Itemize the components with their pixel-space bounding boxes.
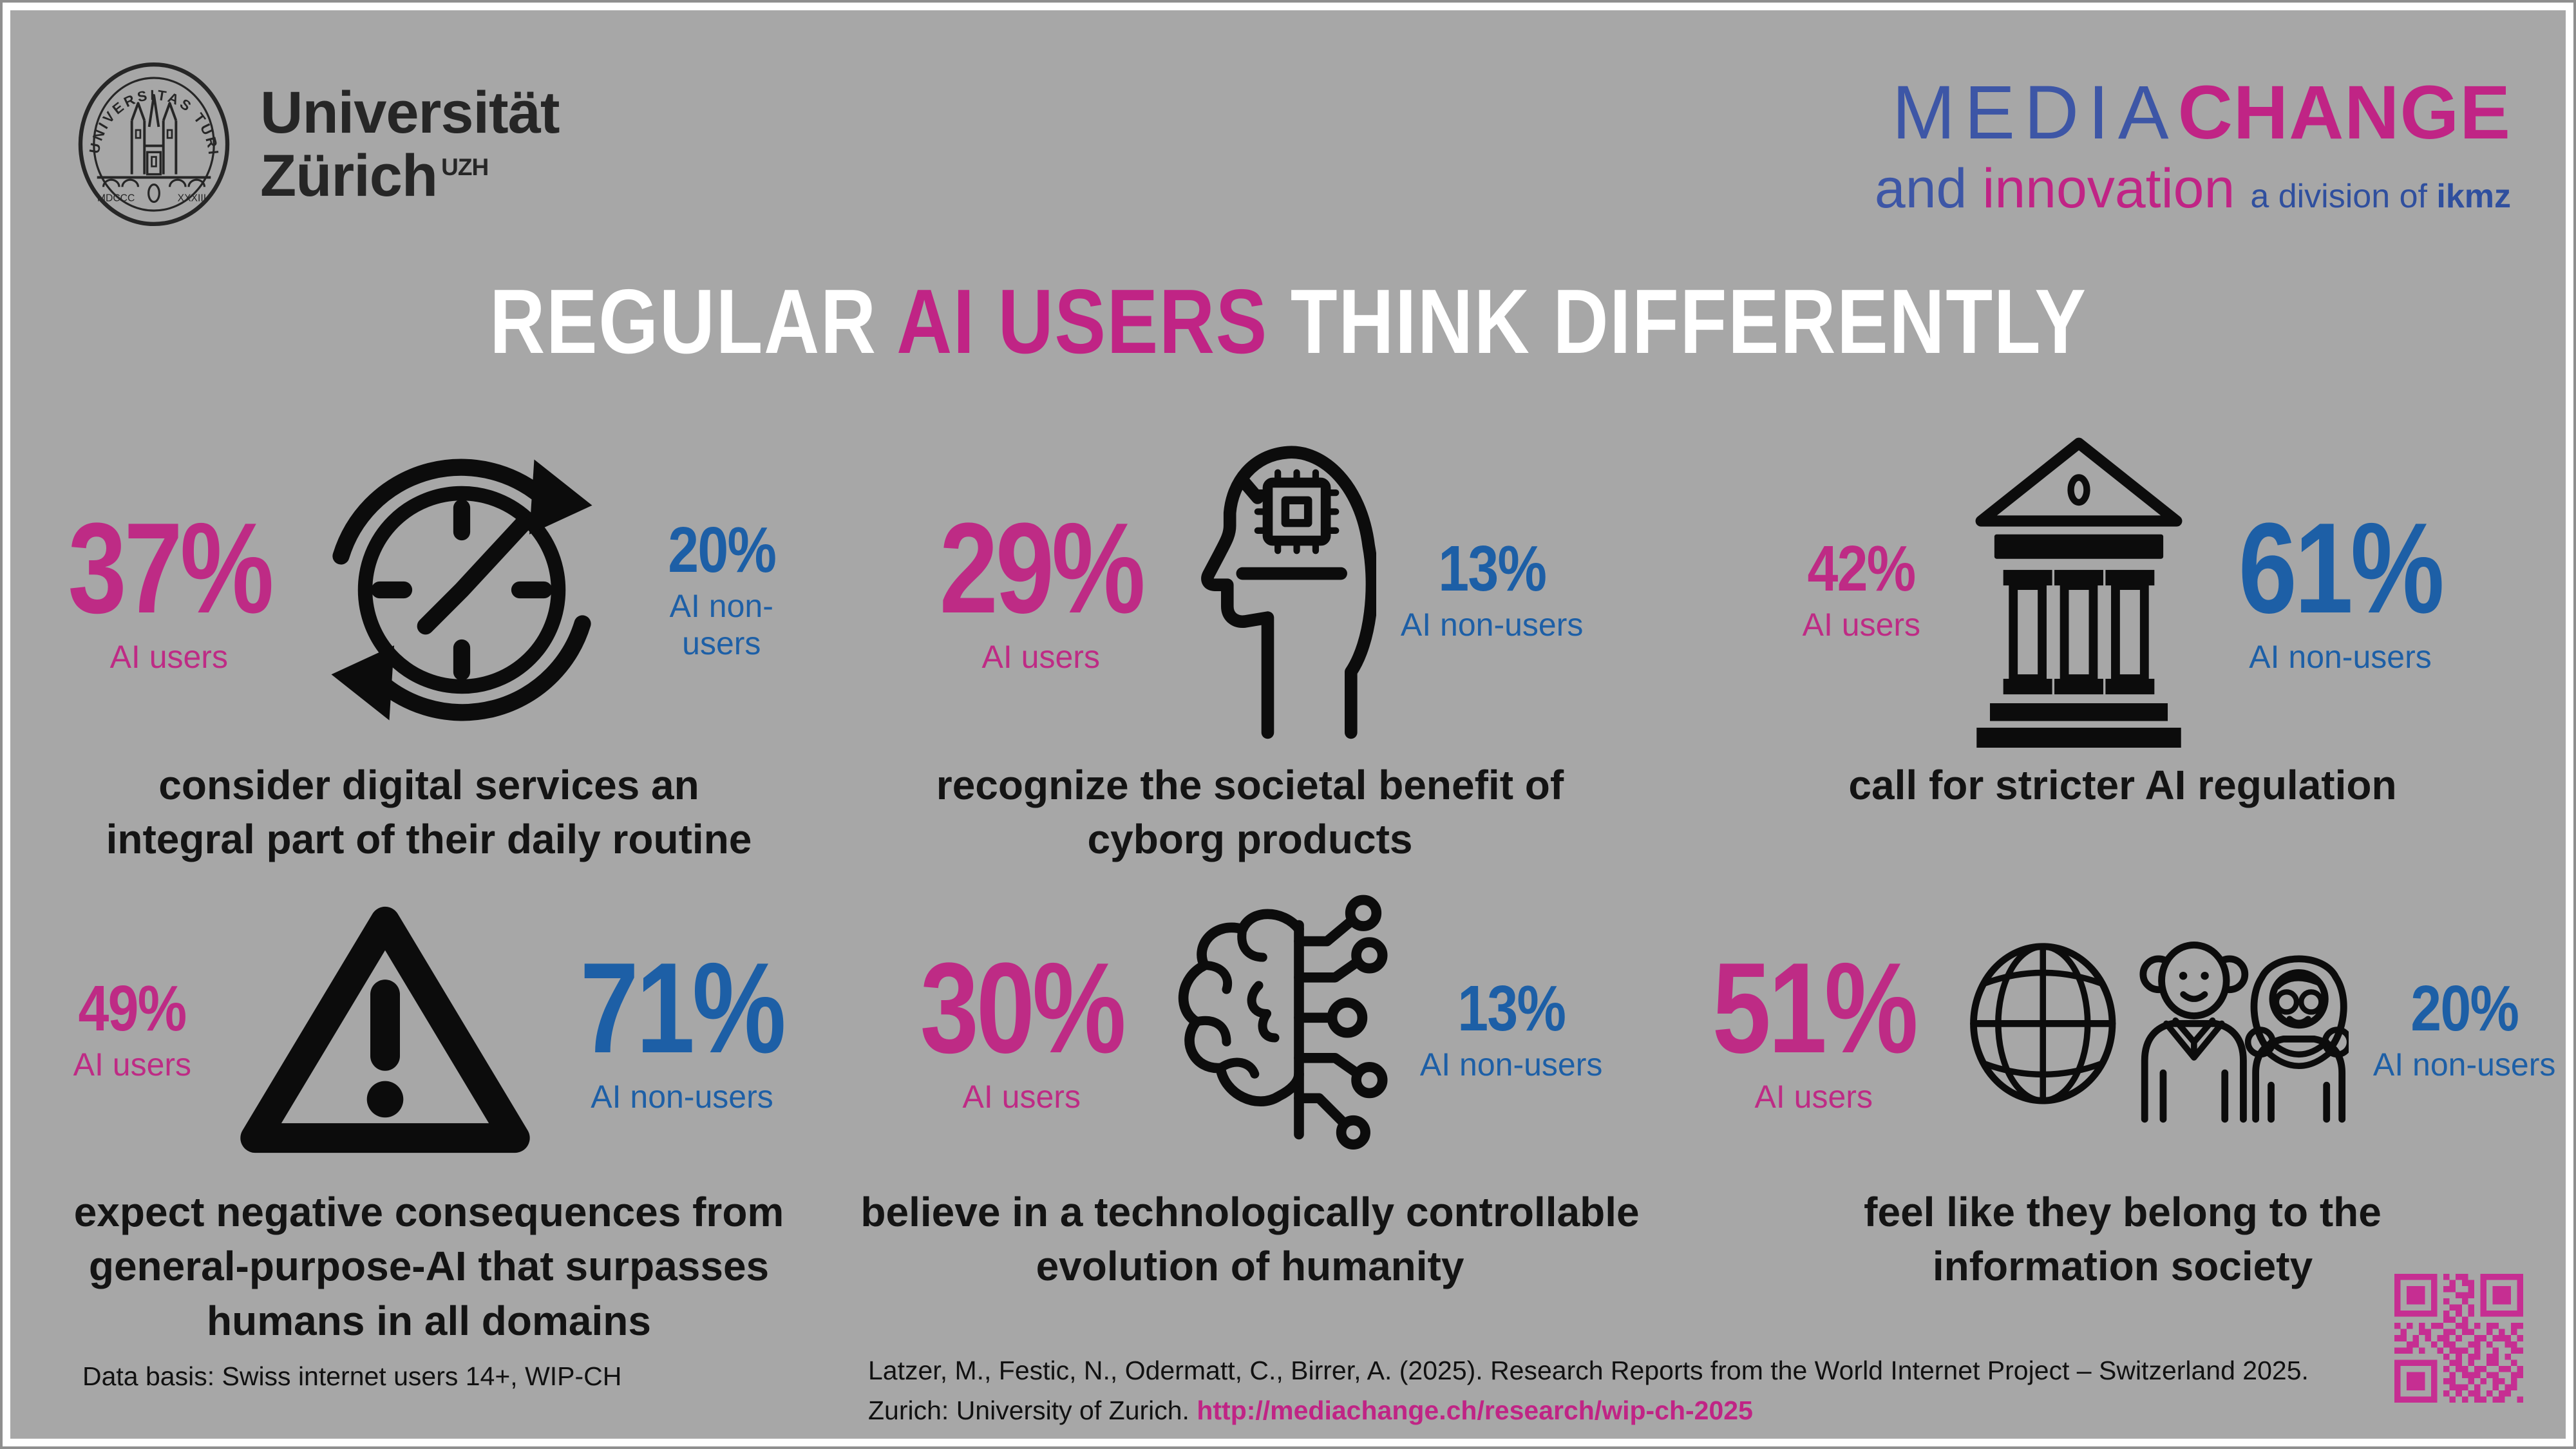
stat-value: 20% xyxy=(667,514,777,586)
stat-caption: call for stricter AI regulation xyxy=(1848,762,2397,808)
seal-arc-text: UNIVERSITAS TURICENSIS xyxy=(75,61,220,158)
stat-block-information-society: 51% AI users xyxy=(1672,885,2566,1294)
uzh-logo: UNIVERSITAS TURICENSIS MDCCC XXXIII Univ… xyxy=(75,61,560,228)
mediachange-wordmark: MEDIACHANGE xyxy=(1875,75,2511,151)
stat-block-ai-regulation: 42% AI users xyxy=(1691,432,2554,812)
stat-caption: consider digital services an integral pa… xyxy=(106,762,752,863)
citation-link[interactable]: http://mediachange.ch/research/wip-ch-20… xyxy=(1197,1395,1753,1425)
ikmz-text: ikmz xyxy=(2436,178,2511,215)
stat-label: AI users xyxy=(109,639,228,675)
ai-nonusers-stat: 20% AI non-users xyxy=(2373,976,2555,1083)
change-text: CHANGE xyxy=(2177,70,2511,155)
qr-code xyxy=(2394,1274,2523,1403)
stat-value: 29% xyxy=(939,497,1145,640)
ai-nonusers-stat: 20% AI non-users xyxy=(631,518,812,662)
stat-label: AI users xyxy=(962,1079,1081,1115)
stat-value: 13% xyxy=(1438,533,1547,605)
ai-nonusers-stat: 61% AI non-users xyxy=(2216,504,2464,676)
ai-nonusers-stat: 13% AI non-users xyxy=(1401,536,1583,643)
stat-label: AI non-users xyxy=(669,588,773,661)
ai-users-stat: 37% AI users xyxy=(46,504,292,676)
stat-block-cyborg-products: 29% AI users 13% AI non-users xyxy=(851,432,1649,867)
stat-label: AI non-users xyxy=(2372,1046,2556,1083)
uzh-word-line1: Universität xyxy=(260,79,560,146)
stat-value: 20% xyxy=(2410,972,2519,1045)
seal-year-left: MDCCC xyxy=(97,193,135,204)
seal-year-right: XXXIII xyxy=(178,193,206,204)
stat-label: AI non-users xyxy=(2249,639,2432,675)
title-part2: THINK DIFFERENTLY xyxy=(1267,270,2087,373)
stat-value: 61% xyxy=(2239,497,2445,640)
stat-label: AI users xyxy=(1802,607,1921,643)
stat-block-daily-routine: 37% AI users 20% AI n xyxy=(46,432,812,867)
stat-value: 51% xyxy=(1712,936,1918,1080)
stat-label: AI users xyxy=(981,639,1100,675)
title-highlight: AI USERS xyxy=(896,270,1268,373)
ai-nonusers-stat: 13% AI non-users xyxy=(1420,976,1602,1083)
stat-label: AI non-users xyxy=(1400,607,1584,643)
ai-nonusers-stat: 71% AI non-users xyxy=(558,944,806,1115)
clock-cycle-icon xyxy=(317,435,607,744)
stat-value: 71% xyxy=(580,936,786,1080)
media-text: MEDIA xyxy=(1891,70,2178,155)
stat-value: 49% xyxy=(78,972,187,1045)
cyborg-head-icon xyxy=(1189,429,1376,751)
stat-caption: expect negative consequences from genera… xyxy=(73,1189,784,1344)
ai-users-stat: 51% AI users xyxy=(1690,944,1938,1115)
mediachange-subline: and innovation a division of ikmz xyxy=(1875,161,2511,216)
page-title: REGULAR AI USERS THINK DIFFERENTLY xyxy=(10,269,2566,375)
svg-text:UNIVERSITAS TURICENSIS: UNIVERSITAS TURICENSIS xyxy=(75,61,222,158)
citation: Latzer, M., Festic, N., Odermatt, C., Bi… xyxy=(868,1351,2309,1430)
brain-circuit-icon xyxy=(1170,895,1396,1165)
stat-label: AI users xyxy=(1754,1079,1873,1115)
innovation-text: innovation xyxy=(1982,158,2235,220)
ai-users-stat: 42% AI users xyxy=(1781,536,1942,643)
title-part1: REGULAR xyxy=(489,270,896,373)
stat-block-controllable-evolution: 30% AI users xyxy=(851,885,1649,1294)
ai-users-stat: 30% AI users xyxy=(898,944,1146,1115)
uzh-word-line2: Zürich UZH xyxy=(260,143,489,209)
stat-value: 37% xyxy=(68,497,274,640)
stat-caption: recognize the societal benefit of cyborg… xyxy=(936,762,1564,863)
stat-value: 13% xyxy=(1457,972,1566,1045)
stat-caption: feel like they belong to the information… xyxy=(1864,1189,2382,1290)
uzh-seal-icon: UNIVERSITAS TURICENSIS MDCCC XXXIII xyxy=(75,61,230,227)
uzh-superscript: UZH xyxy=(441,154,489,181)
mediachange-logo: MEDIACHANGE and innovation a division of … xyxy=(1875,75,2511,216)
data-basis-note: Data basis: Swiss internet users 14+, WI… xyxy=(82,1361,622,1391)
uzh-wordmark: Universität Zürich UZH xyxy=(260,79,560,209)
division-text: a division of xyxy=(2250,178,2437,215)
citation-line1: Latzer, M., Festic, N., Odermatt, C., Bi… xyxy=(868,1356,2309,1385)
ai-users-stat: 49% AI users xyxy=(52,976,213,1083)
stat-label: AI users xyxy=(73,1046,192,1083)
stat-label: AI non-users xyxy=(591,1079,773,1115)
stat-block-negative-consequences: 49% AI users 71% AI non-users expect neg… xyxy=(46,885,812,1348)
and-text: and xyxy=(1874,158,1983,220)
warning-triangle-icon xyxy=(237,901,533,1159)
globe-people-icon xyxy=(1962,928,2349,1132)
citation-line2: Zurich: University of Zurich. http://med… xyxy=(868,1395,1753,1425)
bank-building-icon xyxy=(1966,432,2192,748)
ai-users-stat: 29% AI users xyxy=(917,504,1165,676)
stat-value: 42% xyxy=(1807,533,1917,605)
stat-caption: believe in a technologically controllabl… xyxy=(860,1189,1640,1290)
poster-canvas: UNIVERSITAS TURICENSIS MDCCC XXXIII Univ… xyxy=(10,10,2566,1439)
stat-value: 30% xyxy=(920,936,1126,1080)
stat-label: AI non-users xyxy=(1419,1046,1603,1083)
